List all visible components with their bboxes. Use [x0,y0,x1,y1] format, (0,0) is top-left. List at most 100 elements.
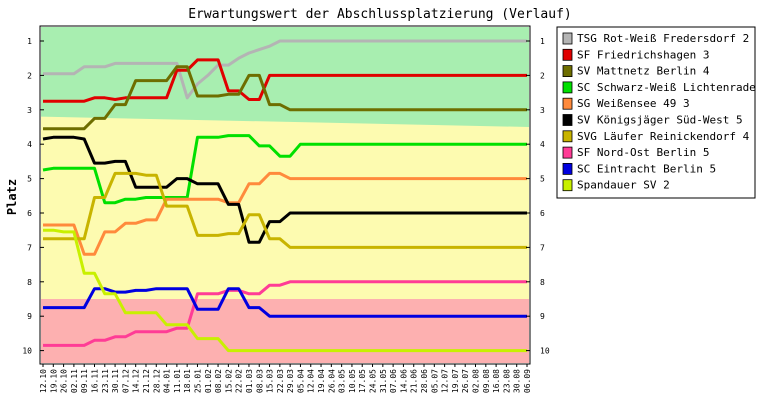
x-tick-label: 19.04 [317,369,326,393]
y-tick-label: 6 [540,209,545,218]
legend-swatch [562,97,573,110]
x-tick-label: 12.10 [39,369,48,393]
x-tick-label: 01.02 [204,369,213,393]
x-tick-label: 12.07 [441,369,450,393]
series-line-3 [43,65,527,131]
legend-swatch [562,81,573,94]
legend-swatch [562,146,573,159]
x-tick-label: 17.05 [358,369,367,393]
x-tick-label: 28.12 [152,369,161,393]
y-tick-label: 3 [27,106,32,115]
x-tick-label: 21.06 [410,369,419,393]
x-tick-label: 04.01 [163,369,172,393]
x-tick-label: 08.03 [255,369,264,393]
x-tick-label: 12.04 [307,369,316,393]
y-tick-label: 10 [22,347,32,356]
legend-label: Spandauer SV 2 [577,179,670,192]
y-tick-label: 4 [27,140,32,149]
x-tick-label: 29.03 [286,369,295,393]
y-tick-label: 8 [27,278,32,287]
legend-box [556,26,756,199]
x-tick-label: 02.08 [472,369,481,393]
x-tick-label: 30.11 [111,369,120,393]
x-tick-label: 15.02 [224,369,233,393]
series-line-9 [43,287,527,318]
x-tick-label: 10.05 [348,369,357,393]
y-tick-label: 7 [27,243,32,252]
x-tick-label: 22.03 [276,369,285,393]
x-tick-label: 16.08 [492,369,501,393]
plot-frame [39,25,531,365]
y-tick-label: 2 [27,71,32,80]
legend-label: SC Schwarz-Weiß Lichtenrade 3 [577,81,760,94]
background-zones [41,27,529,363]
x-tick-label: 23.08 [502,369,511,393]
x-tick-label: 14.06 [399,369,408,393]
y-tick-label: 1 [540,37,545,46]
legend-swatch [562,179,573,192]
series-layer [42,39,527,353]
x-tick-label: 16.11 [90,369,99,393]
x-tick-label: 18.01 [183,369,192,393]
legend-label: SV Mattnetz Berlin 4 [577,65,710,78]
series-line-10 [43,228,527,353]
x-tick-label: 05.07 [430,369,439,393]
x-tick-label: 07.06 [389,369,398,393]
legend-swatch [562,114,573,126]
x-tick-label: 05.04 [296,369,305,393]
series-line-5 [43,171,527,256]
y-tick-label: 9 [27,312,32,321]
legend-label: SG Weißensee 49 3 [577,97,690,110]
y-axis-right: 1 2 3 4 5 6 7 8 9 10 [526,37,550,356]
x-tick-label: 23.11 [101,369,110,393]
x-tick-label: 19.07 [451,369,460,393]
x-tick-label: 25.01 [193,369,202,393]
y-tick-label: 6 [27,209,32,218]
legend-swatch [562,48,573,61]
x-tick-label: 26.07 [461,369,470,393]
legend-swatch [562,130,573,143]
x-tick-label: 08.02 [214,369,223,393]
legend-label: SV Königsjäger Süd-West 5 [577,114,743,127]
x-tick-label: 26.10 [60,369,69,393]
x-tick-label: 28.06 [420,369,429,393]
x-tick-label: 09.08 [482,369,491,393]
x-tick-label: 15.03 [266,369,275,393]
zone-relegation [41,299,529,363]
series-line-6 [42,135,527,244]
series-line-2 [43,58,527,103]
y-tick-label: 4 [540,140,545,149]
series-line-4 [42,134,527,205]
legend-swatch [562,32,573,45]
y-tick-label: 9 [540,312,545,321]
x-tick-label: 19.10 [49,369,58,393]
series-line-8 [43,280,527,347]
legend-label: SF Friedrichshagen 3 [577,48,709,61]
legend-label: SC Eintracht Berlin 5 [577,162,716,175]
x-tick-label: 07.12 [121,369,130,393]
zone-promotion [41,27,529,127]
x-tick-label: 22.02 [235,369,244,393]
y-tick-label: 7 [540,243,545,252]
legend-label: TSG Rot-Weiß Fredersdorf 2 [577,32,749,45]
y-axis-left: 1 2 3 4 5 6 7 8 9 10 [22,37,44,356]
legend-label: SF Nord-Ost Berlin 5 [577,146,709,159]
series-line-7 [43,171,527,249]
y-tick-label: 3 [540,106,545,115]
series-line-1 [43,39,527,100]
chart-title: Erwartungswert der Abschlussplatzierung … [188,7,572,22]
legend: TSG Rot-Weiß Fredersdorf 2 SF Friedrichsh… [556,26,760,199]
legend-label: SVG Läufer Reinickendorf 4 [577,130,750,143]
y-tick-label: 5 [540,175,545,184]
x-tick-label: 03.05 [338,369,347,393]
x-tick-label: 24.05 [369,369,378,393]
x-axis: 12.10 19.10 26.10 02.11 09.11 16.11 23.11 30.11… [39,364,532,393]
x-tick-label: 30.08 [513,369,522,393]
x-tick-label: 21.12 [142,369,151,393]
x-tick-label: 09.11 [80,369,89,393]
y-tick-label: 5 [27,175,32,184]
x-tick-label: 14.12 [132,369,141,393]
y-tick-label: 8 [540,278,545,287]
